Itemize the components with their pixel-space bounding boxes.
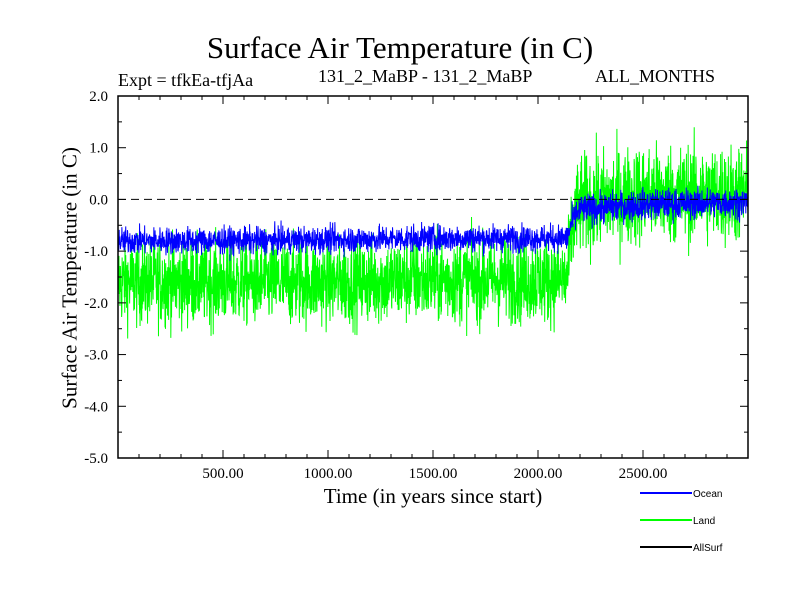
chart-title: Surface Air Temperature (in C) [206, 30, 594, 65]
x-tick-label: 2500.00 [619, 466, 668, 482]
period-label: 131_2_MaBP - 131_2_MaBP [318, 66, 533, 86]
series-layer [118, 127, 748, 339]
legend-label-allsurf: AllSurf [693, 543, 723, 554]
x-axis-ticks: 500.00 1000.00 1500.00 2000.00 2500.00 [138, 96, 728, 482]
series-ocean-line [118, 185, 748, 261]
y-tick-label: -3.0 [84, 348, 108, 364]
x-tick-label: 1500.00 [409, 466, 458, 482]
months-label: ALL_MONTHS [595, 66, 715, 86]
y-tick-label: 0.0 [89, 192, 108, 208]
y-axis-ticks: 2.0 1.0 0.0 -1.0 -2.0 -3.0 -4.0 -5.0 [84, 89, 748, 467]
x-tick-label: 2000.00 [514, 466, 563, 482]
x-tick-label: 500.00 [202, 466, 243, 482]
x-tick-label: 1000.00 [304, 466, 353, 482]
legend-label-ocean: Ocean [693, 489, 722, 500]
y-tick-label: -4.0 [84, 399, 108, 415]
experiment-label: Expt = tfkEa-tfjAa [118, 70, 254, 90]
y-tick-label: -1.0 [84, 244, 108, 260]
x-axis-label: Time (in years since start) [323, 484, 543, 508]
y-tick-label: -5.0 [84, 451, 108, 467]
y-tick-label: -2.0 [84, 296, 108, 312]
y-tick-label: 1.0 [89, 141, 108, 157]
legend-label-land: Land [693, 516, 715, 527]
y-tick-label: 2.0 [89, 89, 108, 105]
legend: Ocean Land AllSurf [640, 489, 723, 554]
